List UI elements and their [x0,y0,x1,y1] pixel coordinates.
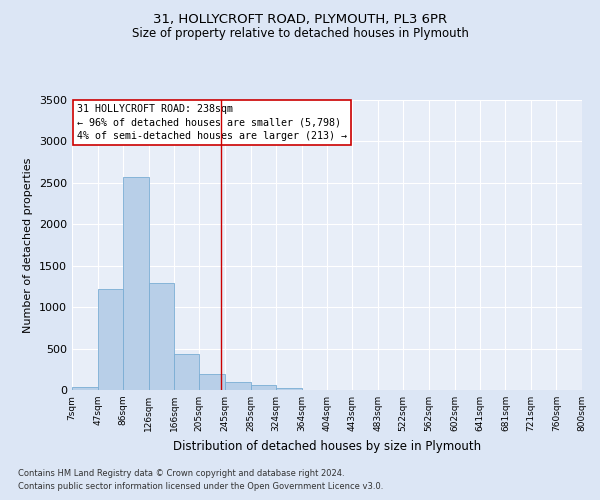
Bar [72,387,98,390]
Text: Contains public sector information licensed under the Open Government Licence v3: Contains public sector information licen… [18,482,383,491]
Bar [251,385,276,390]
Bar [123,177,149,390]
X-axis label: Distribution of detached houses by size in Plymouth: Distribution of detached houses by size … [173,440,481,452]
Bar [225,382,251,390]
Text: 31 HOLLYCROFT ROAD: 238sqm
← 96% of detached houses are smaller (5,798)
4% of se: 31 HOLLYCROFT ROAD: 238sqm ← 96% of deta… [77,104,347,141]
Bar [174,354,199,390]
Text: 31, HOLLYCROFT ROAD, PLYMOUTH, PL3 6PR: 31, HOLLYCROFT ROAD, PLYMOUTH, PL3 6PR [153,12,447,26]
Bar [199,374,225,390]
Text: Size of property relative to detached houses in Plymouth: Size of property relative to detached ho… [131,28,469,40]
Bar [98,289,123,390]
Bar [149,283,174,390]
Text: Contains HM Land Registry data © Crown copyright and database right 2024.: Contains HM Land Registry data © Crown c… [18,469,344,478]
Bar [276,388,302,390]
Y-axis label: Number of detached properties: Number of detached properties [23,158,34,332]
